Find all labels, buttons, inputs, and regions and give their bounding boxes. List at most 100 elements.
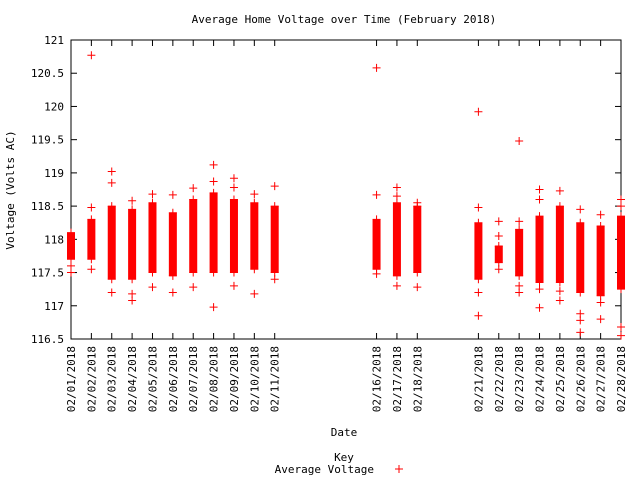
voltage-point <box>576 205 585 214</box>
voltage-point <box>535 185 544 194</box>
voltage-point <box>250 289 259 298</box>
legend: Key Average Voltage <box>275 451 403 476</box>
voltage-point <box>555 186 564 195</box>
x-tick-label: 02/23/2018 <box>513 346 526 412</box>
voltage-point <box>617 202 625 211</box>
voltage-point <box>372 269 381 278</box>
voltage-point <box>494 217 503 226</box>
voltage-point <box>494 265 503 274</box>
voltage-band-02/18/2018 <box>413 206 422 273</box>
voltage-point-low <box>87 255 96 264</box>
voltage-band-02/25/2018 <box>555 206 564 283</box>
voltage-point-high <box>596 222 605 231</box>
x-axis-label: Date <box>331 426 358 439</box>
voltage-point-high <box>617 212 625 221</box>
voltage-point <box>413 283 422 292</box>
voltage-point <box>229 183 238 192</box>
x-tick-label: 02/16/2018 <box>371 346 384 412</box>
voltage-band-02/01/2018 <box>67 232 75 260</box>
voltage-point <box>128 196 137 205</box>
voltage-point-low <box>209 268 218 277</box>
y-tick-label: 117.5 <box>31 267 64 280</box>
voltage-band-02/11/2018 <box>270 206 279 273</box>
voltage-point <box>413 198 422 207</box>
x-tick-label: 02/18/2018 <box>411 346 424 412</box>
voltage-point <box>596 210 605 219</box>
voltage-point-high <box>250 198 259 207</box>
voltage-band-02/24/2018 <box>535 216 544 283</box>
voltage-point-high <box>168 208 177 217</box>
voltage-point-low <box>229 268 238 277</box>
voltage-band-02/23/2018 <box>515 229 524 276</box>
voltage-point-high <box>229 195 238 204</box>
voltage-point <box>229 281 238 290</box>
voltage-point <box>555 287 564 296</box>
voltage-band-02/28/2018 <box>617 216 625 290</box>
voltage-point-high <box>494 241 503 250</box>
x-tick-label: 02/04/2018 <box>126 346 139 412</box>
x-tick-label: 02/11/2018 <box>269 346 282 412</box>
legend-plus-icon <box>395 465 403 473</box>
y-axis-label: Voltage (Volts AC) <box>4 130 17 249</box>
voltage-point <box>617 323 625 332</box>
y-tick-label: 119.5 <box>31 134 64 147</box>
voltage-point <box>372 190 381 199</box>
voltage-band-02/08/2018 <box>209 192 218 273</box>
voltage-point-low <box>576 288 585 297</box>
x-tick-label: 02/10/2018 <box>248 346 261 412</box>
y-tick-label: 118 <box>44 233 64 246</box>
voltage-point <box>474 107 483 116</box>
voltage-point <box>107 178 116 187</box>
legend-title: Key <box>334 451 354 464</box>
x-tick-label: 02/24/2018 <box>534 346 547 412</box>
voltage-point <box>596 298 605 307</box>
voltage-point <box>209 160 218 169</box>
plot-frame <box>70 39 622 340</box>
x-tick-label: 02/02/2018 <box>85 346 98 412</box>
voltage-point-high <box>474 218 483 227</box>
voltage-point <box>596 315 605 324</box>
y-tick-label: 121 <box>44 34 64 47</box>
voltage-band-02/04/2018 <box>128 209 137 280</box>
x-tick-label: 02/22/2018 <box>493 346 506 412</box>
x-tick-label: 02/07/2018 <box>187 346 200 412</box>
voltage-point-high <box>576 218 585 227</box>
voltage-point-low <box>413 268 422 277</box>
x-tick-label: 02/09/2018 <box>228 346 241 412</box>
voltage-point-high <box>555 202 564 211</box>
voltage-point <box>67 261 75 270</box>
voltage-point <box>87 265 96 274</box>
voltage-point <box>576 316 585 325</box>
voltage-point-low <box>515 271 524 280</box>
y-tick-label: 118.5 <box>31 200 64 213</box>
x-tick-label: 02/28/2018 <box>615 346 628 412</box>
x-axis: 02/01/2018 02/02/2018 02/03/2018 02/04/2018… <box>65 40 628 412</box>
legend-marker-plus <box>395 465 403 473</box>
voltage-point <box>87 203 96 212</box>
voltage-point <box>474 311 483 320</box>
x-tick-label: 02/01/2018 <box>65 346 78 412</box>
voltage-point <box>168 190 177 199</box>
voltage-band-02/05/2018 <box>148 202 157 273</box>
voltage-point <box>372 63 381 72</box>
x-tick-label: 02/03/2018 <box>106 346 119 412</box>
voltage-point-low <box>148 268 157 277</box>
voltage-point <box>392 192 401 201</box>
voltage-point-high <box>148 198 157 207</box>
voltage-point-low <box>189 268 198 277</box>
voltage-point-low <box>107 275 116 284</box>
voltage-point <box>107 288 116 297</box>
voltage-band-02/16/2018 <box>372 219 381 270</box>
voltage-point-low <box>392 271 401 280</box>
voltage-point-high <box>209 188 218 197</box>
voltage-point <box>270 275 279 284</box>
voltage-point-low <box>250 265 259 274</box>
voltage-point <box>555 296 564 305</box>
voltage-point <box>250 190 259 199</box>
voltage-point-high <box>189 195 198 204</box>
voltage-point <box>209 303 218 312</box>
voltage-point-low <box>474 275 483 284</box>
voltage-point-high <box>270 202 279 211</box>
voltage-band-02/10/2018 <box>250 202 259 270</box>
voltage-point <box>515 217 524 226</box>
